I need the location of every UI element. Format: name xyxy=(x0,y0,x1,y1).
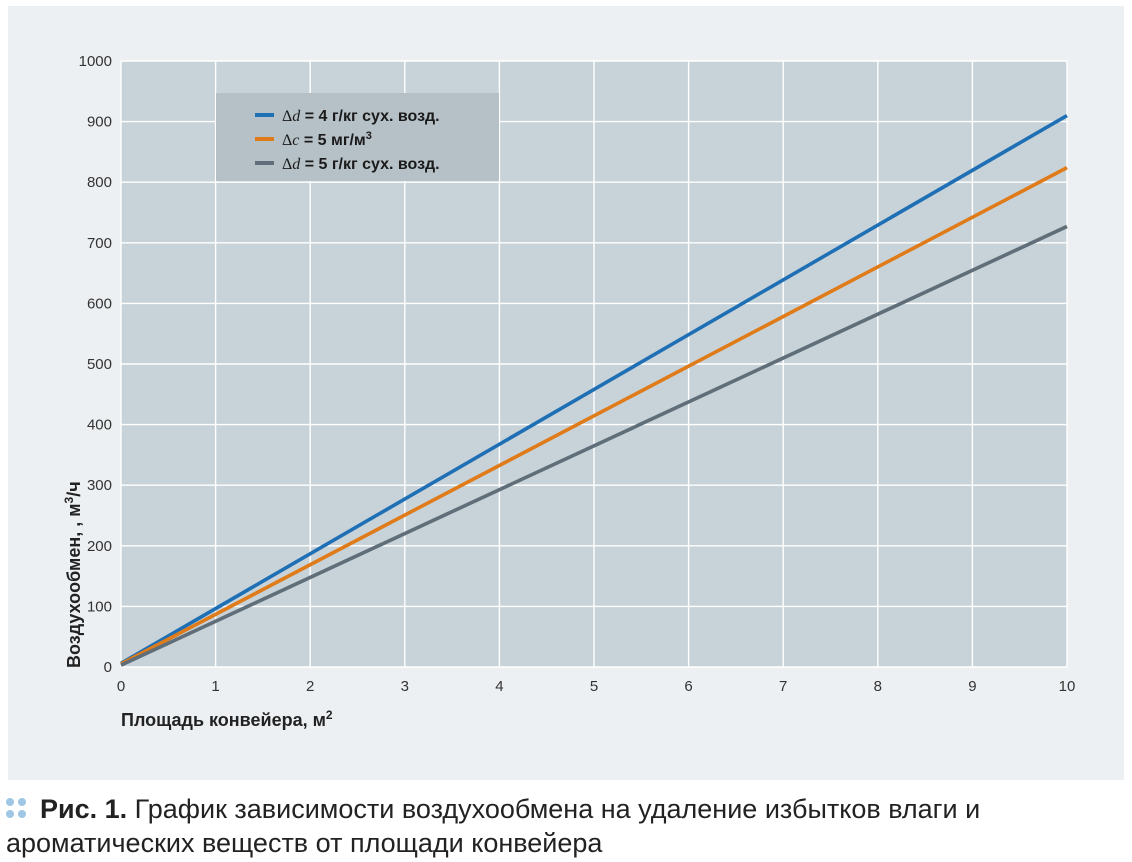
y-tick-label: 200 xyxy=(87,538,112,555)
y-tick-label: 800 xyxy=(87,174,112,191)
x-tick-label: 8 xyxy=(874,678,882,695)
legend-label-2: Δc = 5 мг/м3 xyxy=(282,130,372,149)
figure-caption: Рис. 1. График зависимости воздухообмена… xyxy=(6,792,1126,860)
x-tick-label: 2 xyxy=(306,678,314,695)
x-tick-label: 10 xyxy=(1059,678,1076,695)
x-tick-label: 3 xyxy=(401,678,409,695)
x-tick-label: 7 xyxy=(779,678,787,695)
caption-bullet-icon xyxy=(6,798,28,820)
y-tick-label: 400 xyxy=(87,417,112,434)
y-tick-label: 500 xyxy=(87,356,112,373)
figure-panel: 0 1 2 3 4 5 6 7 8 9 10 0 100 200 300 400 500 600 700 800 900… xyxy=(8,6,1124,780)
x-tick-label: 6 xyxy=(684,678,692,695)
y-tick-label: 600 xyxy=(87,295,112,312)
y-tick-label: 0 xyxy=(104,659,112,676)
y-tick-label: 1000 xyxy=(79,53,112,70)
line-chart: 0 1 2 3 4 5 6 7 8 9 100100200300400500600700800900… xyxy=(62,53,1076,730)
y-tick-label: 700 xyxy=(87,235,112,252)
y-axis-label: Воздухообмен, , м3/ч xyxy=(62,481,84,668)
legend-label-1: Δd = 4 г/кг сух. возд. xyxy=(282,108,440,125)
y-tick-label: 900 xyxy=(87,114,112,131)
x-tick-label: 5 xyxy=(590,678,598,695)
x-tick-label: 0 xyxy=(117,678,125,695)
series-line-3 xyxy=(120,224,1068,667)
series-line-2 xyxy=(120,166,1068,666)
x-axis-label: Площадь конвейера, м2 xyxy=(121,708,333,730)
y-tick-label: 100 xyxy=(87,598,112,615)
y-tick-label: 300 xyxy=(87,477,112,494)
caption-text: График зависимости воздухообмена на удал… xyxy=(6,794,981,858)
caption-figure-number: Рис. 1. xyxy=(40,794,128,824)
x-tick-label: 4 xyxy=(495,678,503,695)
legend-label-3: Δd = 5 г/кг сух. возд. xyxy=(282,156,440,173)
series-line-1 xyxy=(120,113,1068,665)
x-tick-label: 1 xyxy=(211,678,219,695)
x-tick-label: 9 xyxy=(968,678,976,695)
